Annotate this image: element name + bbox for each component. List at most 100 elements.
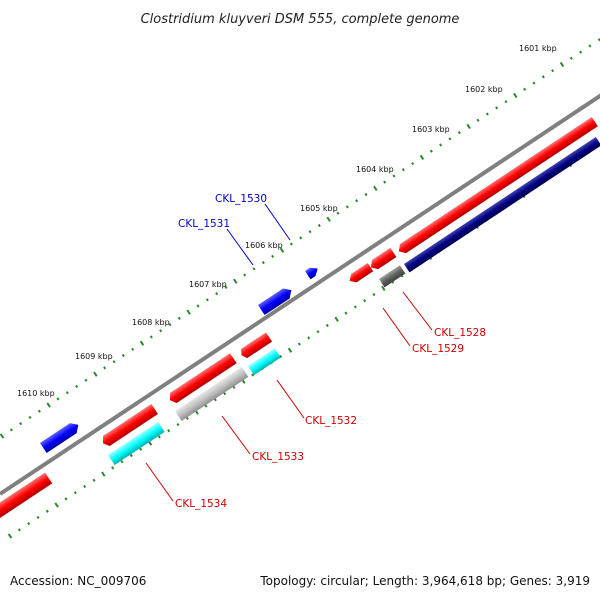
scale-labels: 1601 kbp 1602 kbp 1603 kbp 1604 kbp 1605… [17,44,557,398]
tick-mark [185,416,189,420]
tick-mark [372,292,376,297]
tick-mark [65,391,69,395]
tick-mark [355,199,359,203]
tick-mark [232,385,236,389]
tick-mark [289,242,293,246]
gene-feature [175,366,249,422]
scale-label: 1605 kbp [300,204,338,213]
gene-label-ckl-1533: CKL_1533 [252,451,304,463]
tick-mark [36,515,40,520]
tick-mark [186,309,191,315]
gene-feature [247,348,281,376]
tick-mark [28,415,32,420]
tick-mark [401,168,405,172]
topology-text: Topology: circular; Length: 3,964,618 bp… [260,574,590,588]
gene-feature [305,267,318,280]
tick-mark [149,335,153,339]
gene-label-ckl-1532: CKL_1532 [305,415,357,427]
gene-feature [169,353,237,404]
tick-mark [213,398,217,402]
tick-mark [457,131,461,135]
accession-text: Accession: NC_009706 [10,574,147,588]
tick-mark [75,384,79,389]
tick-mark [485,112,489,116]
tick-mark [569,56,573,60]
tick-mark [392,174,396,178]
gene-feature [0,472,53,520]
gene-feature [398,117,598,254]
tick-mark [46,402,51,408]
gene-feature [370,247,397,270]
scale-label: 1602 kbp [465,85,503,94]
tick-mark [532,81,536,85]
tick-mark [344,311,348,315]
gene-label-ckl-1530: CKL_1530 [215,193,267,205]
tick-mark [45,509,49,513]
tick-mark [233,278,238,284]
tick-mark [37,409,41,413]
tick-mark [307,336,311,340]
tick-mark [83,484,87,489]
tick-mark [9,428,13,432]
gene-feature [379,265,406,288]
tick-mark [7,533,13,539]
tick-mark [299,236,303,240]
tick-mark [308,230,312,234]
tick-mark [131,347,135,351]
tick-mark [588,44,592,48]
tick-mark [429,149,433,153]
tick-mark [73,491,77,495]
tick-mark [381,285,386,291]
tick-mark [17,528,21,532]
tick-mark [196,304,200,308]
tick-mark [504,100,508,104]
tick-mark [466,123,471,130]
tick-mark [129,453,133,458]
tick-mark [101,471,106,477]
tick-mark [261,261,265,265]
tick-mark [157,435,161,439]
tick-mark [27,522,31,526]
gene-label-ckl-1531: CKL_1531 [178,218,230,230]
tick-mark [176,422,180,427]
tick-mark [120,460,124,464]
tick-mark [325,323,329,328]
gene-feature [241,332,273,359]
label-leaders [145,203,433,502]
tick-mark [84,378,88,382]
tick-mark [93,371,98,377]
tick-mark [139,340,145,346]
tick-mark [159,329,163,333]
scale-label: 1608 kbp [132,318,170,327]
tick-mark [103,366,107,370]
tick-mark [345,205,349,209]
gene-label-ckl-1534: CKL_1534 [175,498,227,510]
tick-mark [476,118,480,122]
tick-mark [0,433,5,439]
tick-mark [411,161,415,166]
gene-feature [258,288,292,316]
genome-backbone [0,93,600,496]
tick-mark [326,216,331,222]
tick-mark [121,353,125,358]
tick-mark [297,342,301,346]
tick-mark [54,502,59,508]
tick-mark [167,429,171,433]
tick-mark [19,422,23,426]
gene-feature [404,137,600,273]
tick-mark [448,137,452,141]
tick-mark [243,273,247,277]
tick-mark [177,316,181,320]
tick-mark [111,466,115,470]
tick-mark [495,106,499,110]
tick-mark [316,330,320,334]
tick-mark [559,61,565,68]
tick-mark [383,180,387,184]
tick-mark [541,75,545,79]
scale-label: 1604 kbp [356,165,394,174]
tick-mark [419,154,425,161]
tick-mark [363,299,367,303]
tick-mark [224,285,228,289]
tick-mark [279,354,283,359]
map-title: Clostridium kluyveri DSM 555, complete g… [141,12,460,27]
